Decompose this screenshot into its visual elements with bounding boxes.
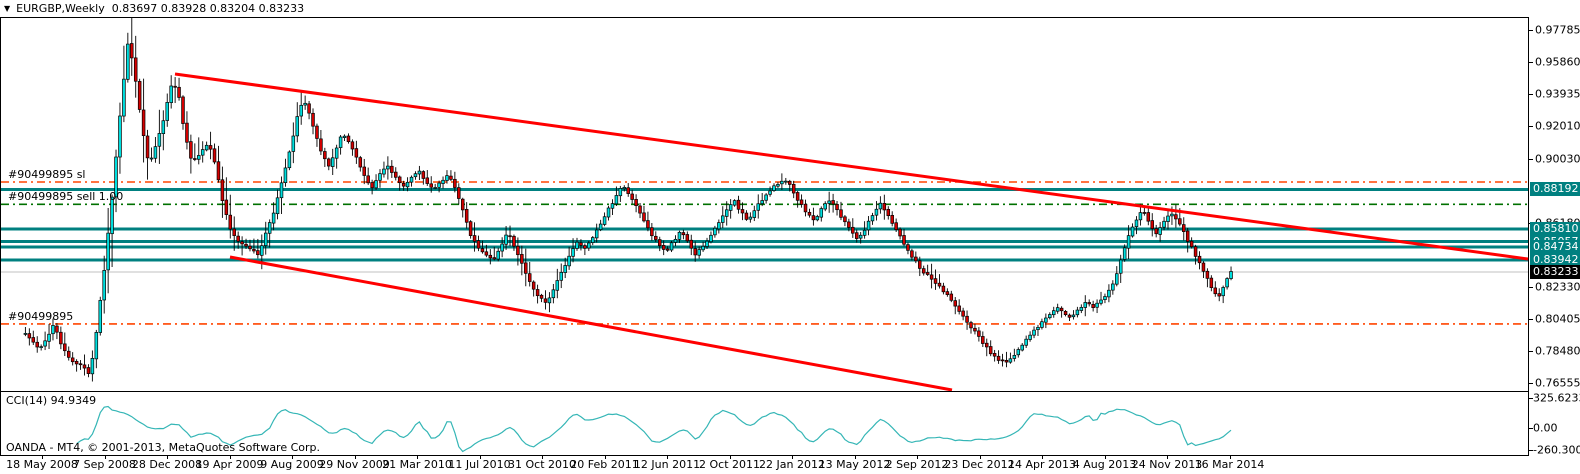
time-axis-tick xyxy=(792,456,793,459)
cci-axis-label: -260.3004 xyxy=(1533,443,1580,457)
order-label-takeprofit[interactable]: #90499895 xyxy=(8,309,74,323)
level-price-flag: 0.83942 xyxy=(1530,253,1580,268)
cci-axis-tick xyxy=(1529,428,1533,429)
time-axis-tick xyxy=(230,456,231,459)
price-axis-label: 0.78480 xyxy=(1535,344,1580,358)
time-axis-label: 19 Apr 2009 xyxy=(195,458,264,471)
price-chart-area[interactable] xyxy=(0,17,1529,392)
time-axis-tick xyxy=(542,456,543,459)
price-axis-label: 0.92010 xyxy=(1535,119,1580,133)
time-axis-tick xyxy=(1167,456,1168,459)
time-axis-tick xyxy=(730,456,731,459)
price-axis-tick xyxy=(1529,383,1533,384)
time-axis-label: 9 Aug 2009 xyxy=(260,458,324,471)
time-axis-tick xyxy=(667,456,668,459)
time-axis-label: 31 Oct 2010 xyxy=(507,458,577,471)
time-axis-label: 23 Dec 2012 xyxy=(944,458,1015,471)
time-axis-label: 13 May 2012 xyxy=(818,458,891,471)
price-axis-tick xyxy=(1529,287,1533,288)
price-axis-tick xyxy=(1529,351,1533,352)
time-axis-tick xyxy=(1105,456,1106,459)
level-price-flag: 0.88192 xyxy=(1530,182,1580,197)
price-axis-tick xyxy=(1529,126,1533,127)
time-axis-tick xyxy=(105,456,106,459)
price-axis-label: 0.90030 xyxy=(1535,152,1580,166)
time-axis-label: 22 Jan 2012 xyxy=(759,458,825,471)
time-axis-tick xyxy=(855,456,856,459)
price-chart-canvas[interactable] xyxy=(0,17,1529,392)
symbol-period-label: EURGBP,Weekly xyxy=(16,2,105,15)
current-price-flag: 0.83233 xyxy=(1530,264,1580,279)
price-axis-label: 0.95860 xyxy=(1535,55,1580,69)
cci-canvas[interactable] xyxy=(0,391,1529,456)
time-axis-tick xyxy=(42,456,43,459)
time-axis-label: 4 Aug 2013 xyxy=(1072,458,1137,471)
time-axis-tick xyxy=(480,456,481,459)
time-axis-label: 11 Jul 2010 xyxy=(448,458,511,471)
time-axis-label: 18 May 2008 xyxy=(6,458,78,471)
level-price-flag: 0.84734 xyxy=(1530,239,1580,254)
price-axis-label: 0.76555 xyxy=(1535,376,1580,390)
candlesticks xyxy=(23,17,1233,382)
order-label-sell-entry[interactable]: #90499895 sell 1.00 xyxy=(8,190,124,204)
time-axis-tick xyxy=(167,456,168,459)
time-axis-tick xyxy=(292,456,293,459)
chart-collapse-icon[interactable]: ▼ xyxy=(4,4,11,13)
price-axis-tick xyxy=(1529,94,1533,95)
time-axis-label: 28 Dec 2008 xyxy=(131,458,203,471)
ohlc-values: 0.83697 0.83928 0.83204 0.83233 xyxy=(111,2,305,15)
level-price-flag: 0.85810 xyxy=(1530,222,1580,237)
price-axis-tick xyxy=(1529,62,1533,63)
time-axis-label: 12 Jun 2011 xyxy=(633,458,701,471)
cci-axis-tick xyxy=(1529,450,1533,451)
time-axis-tick xyxy=(1042,456,1043,459)
time-axis-label: 21 Mar 2010 xyxy=(382,458,452,471)
price-axis-tick xyxy=(1529,159,1533,160)
price-axis-label: 0.80405 xyxy=(1535,312,1580,326)
time-axis-tick xyxy=(980,456,981,459)
time-axis-label: 16 Mar 2014 xyxy=(1194,458,1265,471)
time-axis-label: 2 Sep 2012 xyxy=(885,458,949,471)
cci-indicator-label: CCI(14) 94.9349 xyxy=(6,394,97,407)
time-axis-tick xyxy=(417,456,418,459)
time-axis-tick xyxy=(1230,456,1231,459)
price-axis-label: 0.82330 xyxy=(1535,280,1580,294)
price-axis-label: 0.93935 xyxy=(1535,87,1580,101)
cci-axis-label: 325.6233 xyxy=(1533,391,1580,405)
price-axis-tick xyxy=(1529,30,1533,31)
time-axis-label: 24 Nov 2013 xyxy=(1131,458,1203,471)
time-axis-label: 14 Apr 2013 xyxy=(1007,458,1077,471)
time-axis-label: 2 Oct 2011 xyxy=(698,458,761,471)
time-axis-tick xyxy=(355,456,356,459)
time-axis-label: 29 Nov 2009 xyxy=(319,458,390,471)
cci-axis-label: 0.00 xyxy=(1533,421,1558,435)
cci-indicator-panel[interactable] xyxy=(0,391,1529,456)
time-axis-tick xyxy=(605,456,606,459)
chart-title: ▼ EURGBP,Weekly 0.83697 0.83928 0.83204 0… xyxy=(4,2,304,15)
time-axis-label: 7 Sep 2008 xyxy=(73,458,136,471)
price-axis-tick xyxy=(1529,319,1533,320)
cci-axis-tick xyxy=(1529,398,1533,399)
order-label-stoploss[interactable]: #90499895 sl xyxy=(8,168,86,181)
time-axis-label: 20 Feb 2011 xyxy=(570,458,639,471)
time-axis-tick xyxy=(917,456,918,459)
price-axis-label: 0.97785 xyxy=(1535,23,1580,37)
copyright-text: OANDA - MT4, © 2001-2013, MetaQuotes Sof… xyxy=(6,441,321,454)
